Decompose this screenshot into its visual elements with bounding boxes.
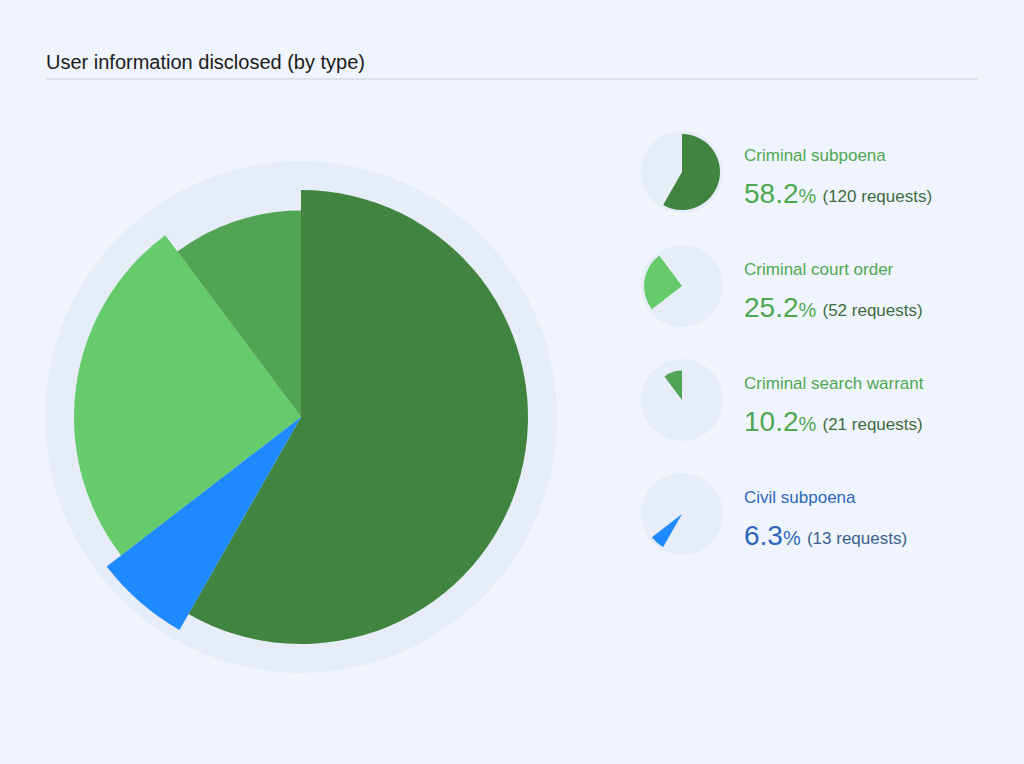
legend-value: 58.2%	[744, 178, 817, 209]
legend-value: 6.3%	[744, 520, 801, 551]
legend-slice	[652, 514, 682, 547]
legend-icon	[641, 131, 723, 213]
legend-value: 10.2%	[744, 406, 817, 437]
legend-slice	[664, 371, 682, 400]
legend-icon-bg	[641, 473, 723, 555]
legend-icon	[641, 245, 723, 327]
legend-label: Criminal court order	[744, 260, 894, 279]
legend-slice	[644, 256, 682, 310]
legend-item: Civil subpoena 6.3% (13 requests)	[641, 473, 907, 555]
legend-icon-bg	[641, 245, 723, 327]
legend-value: 25.2%	[744, 292, 817, 323]
pie-halo	[45, 161, 557, 673]
legend-requests: (21 requests)	[823, 415, 923, 434]
pie-slice	[177, 210, 301, 417]
legend: Criminal subpoena58.2%(120 requests)Crim…	[641, 131, 932, 555]
legend-item: Criminal court order 25.2% (52 requests)	[641, 245, 923, 327]
legend-icon	[641, 359, 723, 441]
legend-item: Criminal subpoena 58.2% (120 requests)	[641, 131, 932, 213]
legend-icon	[641, 473, 723, 555]
background	[0, 0, 1024, 764]
legend-slice	[663, 134, 720, 210]
pie	[45, 161, 557, 673]
legend-requests: (13 requests)	[807, 529, 907, 548]
title: User information disclosed (by type)	[46, 51, 365, 73]
legend-icon-bg	[641, 131, 723, 213]
legend-label: Criminal search warrant	[744, 374, 924, 393]
legend-requests: (120 requests)	[823, 187, 933, 206]
chart: User information disclosed (by type) Crim…	[0, 0, 1024, 764]
legend-item: Criminal search warrant 10.2% (21 requests…	[641, 359, 924, 441]
pie-slice	[107, 417, 301, 630]
legend-icon-bg	[641, 359, 723, 441]
legend-requests: (52 requests)	[823, 301, 923, 320]
legend-label: Civil subpoena	[744, 488, 856, 507]
title-rule	[46, 79, 978, 80]
legend-label: Criminal subpoena	[744, 146, 886, 165]
